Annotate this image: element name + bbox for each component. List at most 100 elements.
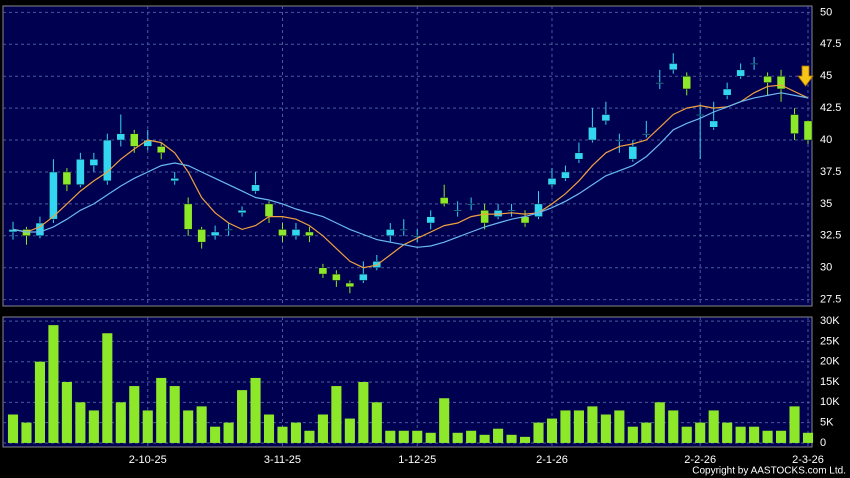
candle-body xyxy=(237,210,247,214)
x-tick-label: 3-11-25 xyxy=(264,454,301,466)
volume-bar xyxy=(102,333,113,443)
candle-body xyxy=(183,203,193,230)
volume-bar xyxy=(560,410,571,443)
signal-arrow xyxy=(797,65,814,87)
volume-bar xyxy=(398,430,409,443)
candle-body xyxy=(561,171,570,179)
candle-body xyxy=(722,88,732,96)
candle-body xyxy=(426,216,436,224)
y-tick-label: 50 xyxy=(820,6,832,18)
y-tick-label: 47.5 xyxy=(820,38,841,50)
candle-body xyxy=(466,203,476,206)
candle-body xyxy=(480,210,489,224)
candle-body xyxy=(305,231,314,237)
volume-bar xyxy=(48,325,59,443)
volume-bar xyxy=(641,422,652,443)
volume-bar xyxy=(7,414,19,443)
y-tick-label: 27.5 xyxy=(820,294,841,306)
candle-body xyxy=(642,133,651,135)
candle-body xyxy=(197,229,206,243)
volume-bar xyxy=(614,410,625,443)
volume-bar xyxy=(789,406,800,443)
candle-body xyxy=(682,75,692,90)
volume-bar xyxy=(479,434,490,443)
volume-bar xyxy=(183,410,194,443)
candle-body xyxy=(359,273,368,281)
volume-bar xyxy=(196,406,207,443)
candle-body xyxy=(628,146,638,160)
volume-bar xyxy=(668,410,679,443)
candle-body xyxy=(668,63,678,71)
candle-body xyxy=(574,152,584,160)
volume-bar xyxy=(34,361,46,443)
candle-body xyxy=(170,178,179,182)
volume-bar xyxy=(762,430,773,443)
y-tick-label: 45 xyxy=(820,70,832,82)
volume-bar xyxy=(371,402,382,443)
volume-bar xyxy=(573,410,584,443)
y-tick-label: 30K xyxy=(820,315,840,327)
volume-bar xyxy=(627,426,638,443)
volume-bar xyxy=(775,430,787,443)
candle-body xyxy=(695,114,705,116)
candle-body xyxy=(116,133,126,141)
candle-body xyxy=(224,229,233,231)
volume-bar xyxy=(61,382,72,443)
candle-body xyxy=(439,197,449,205)
volume-bar xyxy=(75,402,86,443)
x-tick-label: 2-3-26 xyxy=(792,454,824,466)
moving-average-line xyxy=(12,84,809,269)
candle-body xyxy=(129,133,139,147)
x-tick-label: 2-10-25 xyxy=(129,454,167,466)
volume-bar xyxy=(493,428,504,443)
volume-bar xyxy=(250,377,261,443)
candle-body xyxy=(49,171,58,220)
y-tick-label: 15K xyxy=(820,376,840,388)
volume-bar xyxy=(331,386,342,443)
candle-body xyxy=(278,229,287,237)
candle-body xyxy=(749,63,759,65)
y-tick-label: 5K xyxy=(820,417,834,429)
price-panel xyxy=(2,5,813,307)
volume-bar xyxy=(681,426,692,443)
candle-body xyxy=(291,229,301,237)
x-tick-label: 1-12-25 xyxy=(398,454,436,466)
candle-body xyxy=(156,146,166,154)
candle-body xyxy=(655,82,665,84)
volume-bar xyxy=(344,418,355,443)
candle-body xyxy=(601,114,611,122)
candle-body xyxy=(385,229,395,237)
candle-body xyxy=(35,222,45,237)
volume-bar xyxy=(654,402,665,443)
candle-body xyxy=(264,203,274,217)
copyright: Copyright by AASTOCKS.com Ltd. xyxy=(692,466,846,477)
candle-body xyxy=(62,171,72,185)
volume-bar xyxy=(358,382,369,443)
volume-bar xyxy=(425,432,436,443)
volume-bar xyxy=(263,414,275,443)
volume-bar xyxy=(115,402,126,443)
volume-bar xyxy=(533,422,544,443)
y-tick-label: 32.5 xyxy=(820,230,841,242)
candle-body xyxy=(251,184,260,192)
volume-bar xyxy=(695,422,706,443)
volume-bar xyxy=(452,432,463,443)
volume-bar xyxy=(749,426,760,443)
volume-bar xyxy=(290,422,302,443)
volume-bar xyxy=(129,386,140,443)
candle-body xyxy=(332,273,341,281)
volume-bar xyxy=(223,422,234,443)
candle-body xyxy=(210,231,220,237)
candle-body xyxy=(709,120,718,128)
volume-bar xyxy=(237,390,248,443)
volume-bar xyxy=(506,434,517,443)
volume-bar xyxy=(587,406,598,443)
y-tick-label: 37.5 xyxy=(820,166,841,178)
candle-body xyxy=(790,114,799,134)
candle-body xyxy=(345,282,355,288)
candle-body xyxy=(588,127,597,141)
candle-body xyxy=(318,267,328,275)
y-tick-label: 40 xyxy=(820,134,832,146)
